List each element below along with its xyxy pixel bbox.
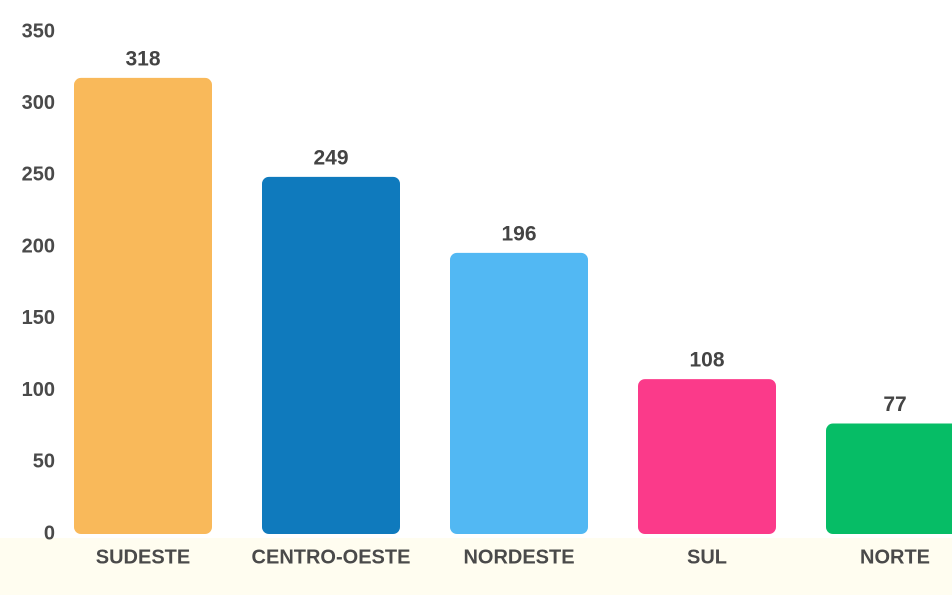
bar bbox=[450, 252, 588, 534]
value-label: 318 bbox=[125, 47, 160, 70]
y-tick-label: 0 bbox=[44, 522, 55, 544]
y-tick-label: 250 bbox=[22, 164, 55, 186]
y-tick-label: 150 bbox=[22, 307, 55, 329]
x-tick-label: NORDESTE bbox=[463, 546, 574, 568]
bar bbox=[826, 423, 952, 534]
bar bbox=[638, 379, 776, 534]
bar bbox=[262, 176, 400, 534]
x-tick-label: SUDESTE bbox=[96, 546, 190, 568]
x-tick-label: NORTE bbox=[860, 546, 930, 568]
value-label: 249 bbox=[313, 146, 348, 169]
y-tick-label: 200 bbox=[22, 235, 55, 257]
label-band bbox=[0, 538, 952, 595]
bar bbox=[74, 77, 212, 534]
value-label: 196 bbox=[501, 222, 536, 245]
y-tick-label: 350 bbox=[22, 20, 55, 42]
x-tick-label: SUL bbox=[687, 546, 727, 568]
y-tick-label: 100 bbox=[22, 379, 55, 401]
x-tick-label: CENTRO-OESTE bbox=[252, 546, 411, 568]
value-label: 77 bbox=[883, 393, 906, 416]
y-tick-label: 300 bbox=[22, 92, 55, 114]
value-label: 108 bbox=[689, 349, 724, 372]
y-tick-label: 50 bbox=[33, 451, 55, 473]
